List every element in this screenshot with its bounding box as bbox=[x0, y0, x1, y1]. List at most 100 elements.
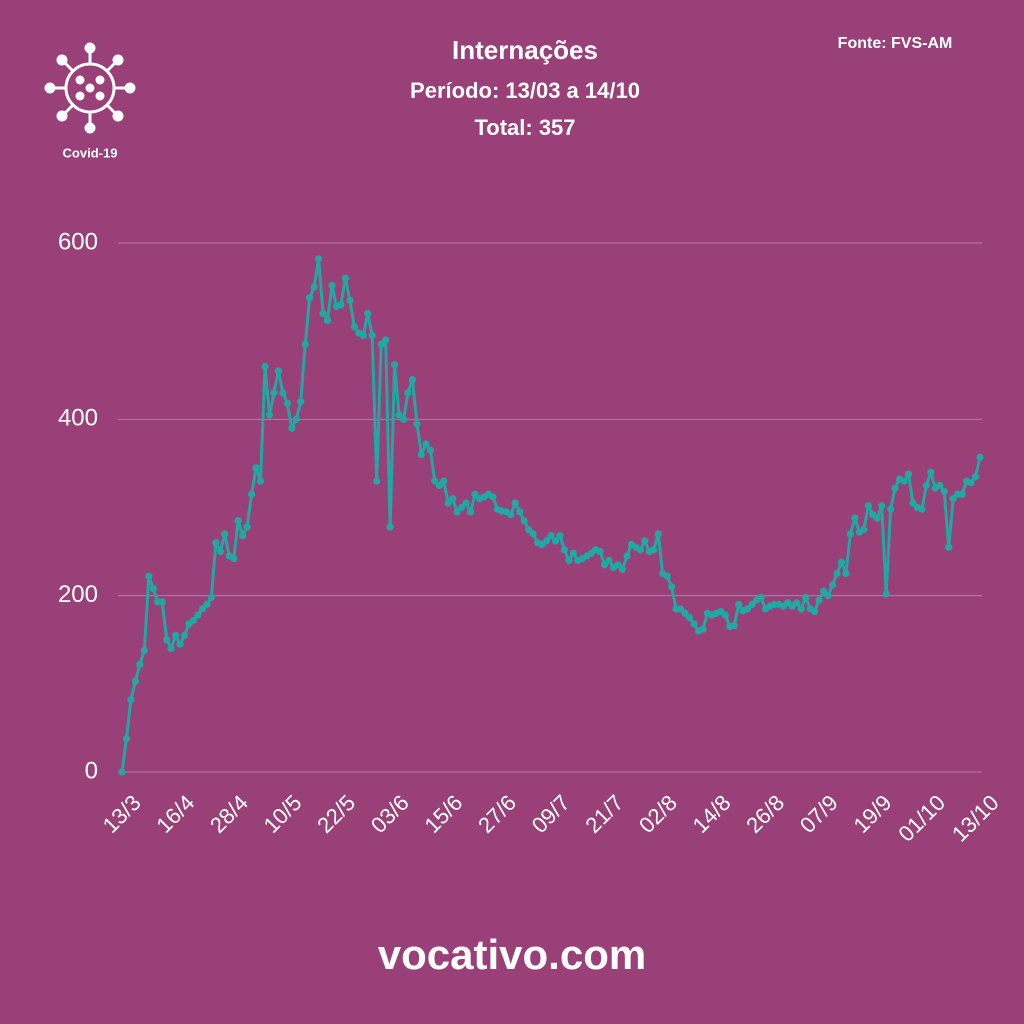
point bbox=[878, 502, 886, 510]
point bbox=[873, 514, 881, 522]
point bbox=[390, 361, 399, 369]
point bbox=[833, 570, 841, 578]
point bbox=[243, 523, 251, 531]
chart-title: Internações bbox=[452, 35, 598, 65]
point bbox=[167, 644, 175, 653]
point bbox=[824, 592, 832, 600]
point bbox=[189, 616, 198, 624]
point bbox=[516, 508, 524, 516]
point bbox=[350, 323, 358, 331]
point bbox=[730, 622, 738, 630]
point bbox=[864, 502, 872, 510]
point bbox=[395, 411, 403, 419]
point bbox=[623, 552, 631, 560]
point bbox=[565, 556, 573, 565]
point bbox=[373, 477, 381, 485]
point bbox=[252, 464, 260, 472]
point bbox=[449, 495, 457, 503]
point bbox=[319, 309, 327, 318]
point bbox=[757, 593, 765, 602]
point bbox=[605, 556, 613, 565]
point bbox=[976, 453, 984, 461]
point bbox=[735, 600, 743, 609]
y-tick-label: 0 bbox=[85, 757, 98, 784]
point bbox=[207, 593, 215, 602]
point bbox=[158, 598, 166, 606]
source: Fonte: FVS-AM bbox=[838, 35, 953, 52]
point bbox=[860, 525, 868, 534]
point bbox=[882, 590, 890, 598]
point bbox=[462, 499, 470, 507]
point bbox=[551, 537, 560, 545]
point bbox=[676, 605, 685, 613]
point bbox=[341, 274, 350, 282]
point bbox=[230, 555, 238, 563]
point bbox=[922, 481, 930, 490]
point bbox=[828, 581, 837, 589]
point bbox=[569, 549, 577, 557]
point bbox=[547, 532, 555, 540]
point bbox=[967, 479, 975, 487]
point bbox=[431, 477, 439, 485]
point bbox=[958, 490, 966, 498]
point bbox=[793, 599, 801, 607]
point bbox=[422, 440, 430, 448]
point bbox=[234, 517, 242, 525]
point bbox=[426, 446, 434, 454]
point bbox=[650, 546, 658, 554]
point bbox=[949, 495, 957, 503]
point bbox=[936, 481, 944, 490]
point bbox=[940, 488, 948, 496]
point bbox=[292, 415, 300, 423]
point bbox=[377, 340, 385, 348]
point bbox=[310, 283, 318, 291]
point bbox=[279, 389, 287, 397]
footer: vocativo.com bbox=[378, 931, 646, 978]
point bbox=[560, 546, 569, 554]
point bbox=[887, 505, 895, 513]
point bbox=[851, 514, 859, 522]
point bbox=[453, 508, 461, 516]
virus-icon bbox=[44, 42, 136, 134]
point bbox=[301, 340, 309, 348]
point bbox=[654, 530, 662, 538]
point bbox=[525, 525, 533, 534]
point bbox=[945, 543, 953, 551]
point bbox=[511, 499, 519, 507]
point bbox=[404, 389, 412, 397]
point bbox=[274, 367, 283, 375]
point bbox=[212, 539, 220, 547]
point bbox=[131, 677, 140, 685]
point bbox=[636, 546, 644, 554]
point bbox=[145, 572, 153, 580]
point bbox=[163, 636, 171, 644]
point bbox=[127, 696, 135, 704]
point bbox=[435, 481, 443, 490]
point bbox=[122, 734, 131, 743]
y-tick-label: 200 bbox=[58, 581, 98, 608]
point bbox=[149, 585, 157, 593]
point bbox=[819, 587, 828, 595]
point bbox=[744, 605, 752, 613]
point bbox=[837, 558, 846, 566]
point bbox=[489, 493, 497, 501]
point bbox=[641, 537, 649, 545]
point bbox=[797, 605, 805, 613]
point bbox=[918, 505, 926, 513]
point bbox=[265, 411, 274, 419]
point bbox=[283, 399, 291, 408]
point bbox=[180, 631, 189, 639]
point bbox=[315, 255, 323, 263]
point bbox=[811, 607, 819, 616]
point bbox=[614, 561, 622, 569]
point bbox=[247, 490, 256, 498]
point bbox=[337, 301, 345, 309]
point bbox=[288, 424, 296, 432]
point bbox=[306, 294, 314, 302]
point bbox=[256, 477, 265, 485]
point bbox=[194, 611, 202, 619]
subtitle: Período: 13/03 a 14/10 bbox=[410, 78, 640, 103]
point bbox=[440, 477, 448, 485]
point bbox=[909, 499, 917, 507]
